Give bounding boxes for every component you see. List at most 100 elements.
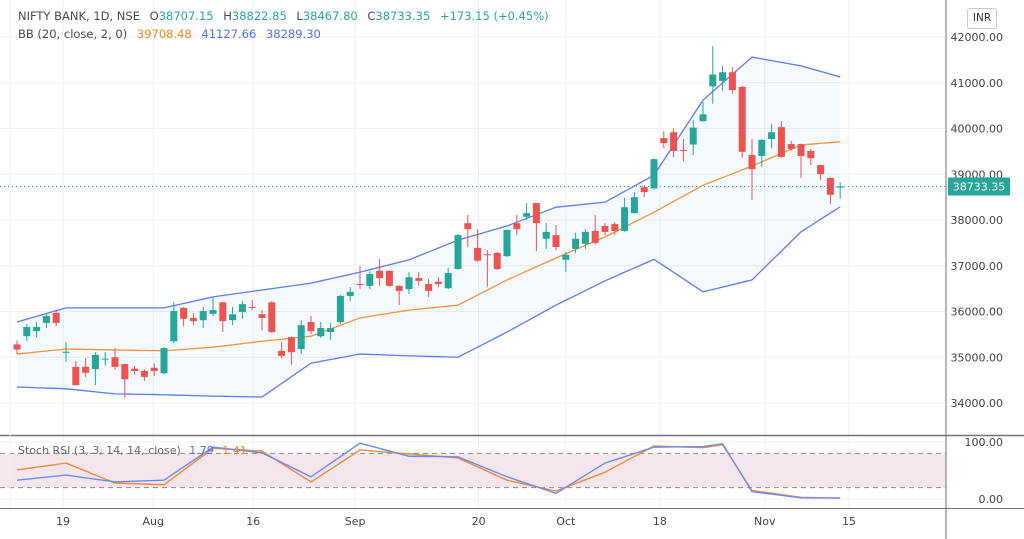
candle-body [376,270,384,279]
candle [131,365,139,375]
candle-body [768,132,776,140]
candle [52,311,60,327]
candle-body [170,311,178,342]
candle-body [307,322,315,332]
candle [405,272,413,295]
candle [689,120,697,156]
candle-body [660,138,668,144]
candle-body [562,254,570,260]
candle [797,143,805,178]
candle-body [474,247,482,261]
candle [307,316,315,334]
candle [287,336,295,366]
candle [621,198,629,232]
candle [297,320,305,355]
candle-body [532,203,540,224]
stoch-band-fill [0,453,946,488]
candle [111,348,119,371]
candle-body [699,114,707,122]
candle-body [826,177,834,195]
candle-body [503,230,511,257]
candle-body [591,230,599,243]
candle-body [748,155,756,170]
candle [101,352,109,366]
candle-body [670,132,678,151]
candle-body [483,254,491,256]
candle-body [836,186,844,188]
candle-body [356,284,364,286]
candle [493,252,501,270]
candle-body [336,295,344,323]
date-tick-label: 16 [246,515,260,528]
symbol-title[interactable]: NIFTY BANK, 1D, NSE [18,9,140,23]
date-tick-label: 20 [472,515,486,528]
bb-band-fill [17,57,841,398]
candle-body [131,368,139,371]
candle-body [415,278,423,281]
bb-label[interactable]: BB (20, close, 2, 0) [18,27,128,41]
candle-body [817,165,825,175]
candle [581,229,589,249]
candle-body [611,224,619,231]
stoch-label[interactable]: Stoch RSI (3, 3, 14, 14, close) [18,444,181,457]
price-tick-label: 36000.00 [951,306,1004,319]
candle [23,323,31,342]
candle-body [758,139,766,156]
candle [464,214,472,247]
price-tick-label: 35000.00 [951,351,1004,364]
candle [150,363,158,377]
candle [91,352,99,386]
symbol-legend: NIFTY BANK, 1D, NSE O38707.15 H38822.85 … [18,9,555,23]
bb-basis-line [16,141,841,355]
candle [532,203,540,252]
candle [787,140,795,151]
candle [268,300,276,334]
price-tick-label: 41000.00 [951,77,1004,90]
candle-body [689,127,697,145]
candle-body [327,327,335,333]
candle [13,340,21,355]
date-tick-label: Oct [556,515,576,528]
candle [82,358,90,377]
candle [483,250,491,287]
candle-body [523,213,531,217]
candle-body [72,366,80,386]
candle [278,342,286,359]
candle-body [807,150,815,159]
candle-body [297,325,305,350]
candle-body [180,307,188,319]
candle-body [42,316,50,323]
candle [258,310,266,331]
candle-body [189,317,197,322]
candle-body [630,197,638,214]
date-tick-label: Sep [345,515,366,528]
candle [121,363,129,398]
candle [826,177,834,204]
candle [327,322,335,340]
candle [317,322,325,339]
candle [62,342,70,362]
candle-body [787,144,795,150]
candle [336,295,344,324]
candle-body [738,86,746,152]
currency-button[interactable]: INR [967,8,997,29]
candle-body [13,344,21,350]
candle-body [464,223,472,230]
candle-body [650,159,658,189]
open-value: O38707.15 [149,9,214,23]
close-value: C38733.35 [367,9,431,23]
candle-body [160,348,168,374]
candle [209,296,217,317]
candle-body [395,285,403,291]
candle [748,139,756,200]
candle-body [150,367,158,371]
candle-body [82,366,90,373]
date-tick-label: 18 [653,515,667,528]
candle [591,214,599,245]
candle [346,287,354,301]
candle-body [366,273,374,286]
candle-body [513,223,521,230]
candle [719,65,727,91]
bb-upper-value: 41127.66 [201,27,257,41]
